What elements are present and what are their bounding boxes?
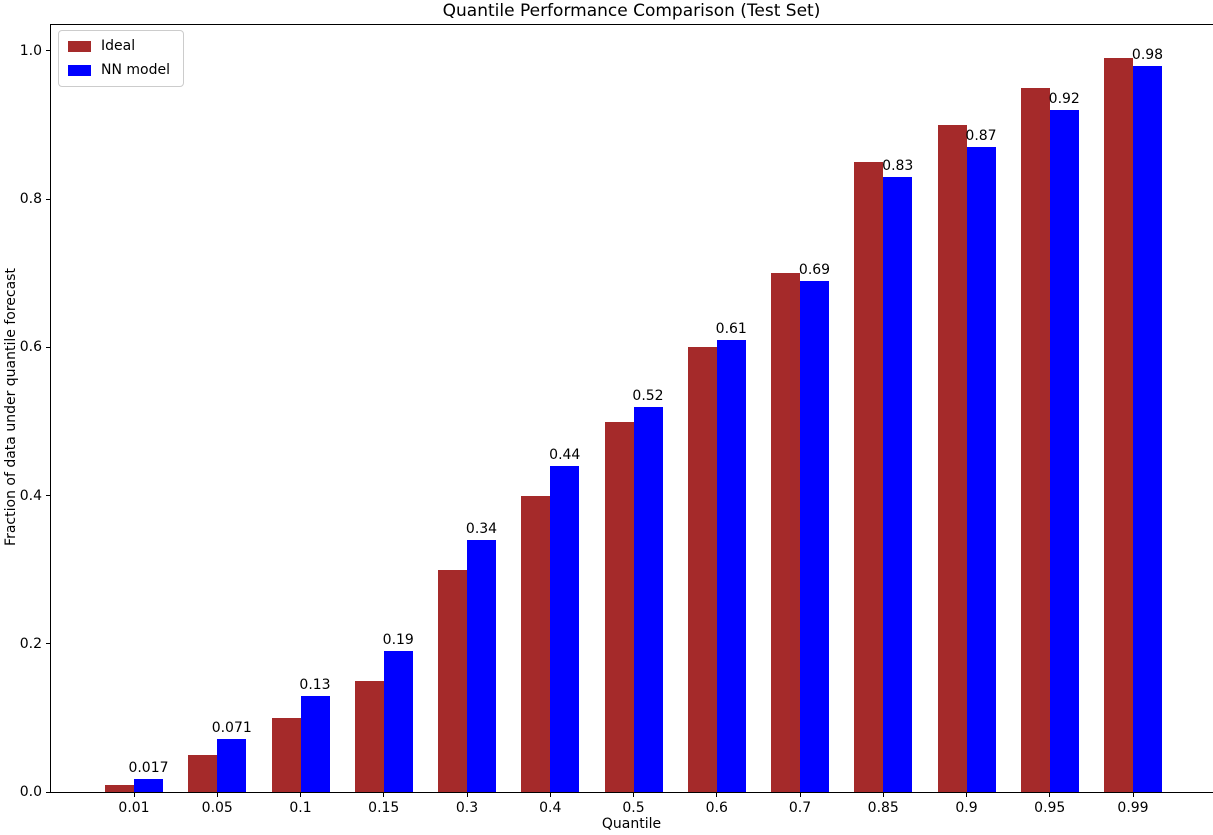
legend-swatch-nn-model: [68, 65, 91, 76]
plot-area: Ideal NN model 0.017 0.01 0.071 0.05 0.13 0.1…: [20, 24, 1213, 816]
bar-nn-model-0.15: [383, 651, 413, 792]
bar-ideal-0.1: [271, 717, 301, 792]
bar-nn-model-0.5: [633, 406, 663, 792]
y-tick-0.8: [46, 198, 50, 200]
bar-value-label-0.95: 0.92: [1048, 91, 1080, 108]
bar-value-label-0.15: 0.19: [382, 632, 414, 649]
y-tick-0.4: [46, 495, 50, 497]
y-tick-0.6: [46, 346, 50, 348]
x-tick-label-0.3: 0.3: [455, 800, 479, 816]
x-tick-0.85: [882, 793, 884, 797]
bar-ideal-0.99: [1104, 58, 1133, 792]
legend: Ideal NN model: [58, 30, 184, 87]
y-tick-0.0: [46, 791, 50, 793]
bar-ideal-0.5: [604, 421, 634, 792]
bar-value-label-0.5: 0.52: [632, 387, 664, 404]
y-tick-label-0.8: 0.8: [19, 191, 42, 208]
bar-ideal-0.3: [438, 569, 467, 792]
bar-value-label-0.9: 0.87: [965, 128, 997, 145]
bar-ideal-0.01: [105, 784, 134, 792]
bar-value-label-0.6: 0.61: [715, 321, 747, 337]
x-tick-0.3: [466, 793, 468, 797]
bar-ideal-0.4: [521, 495, 551, 792]
bar-nn-model-0.95: [1049, 110, 1079, 792]
bar-nn-model-0.3: [467, 540, 496, 792]
x-tick-label-0.9: 0.9: [955, 800, 978, 816]
legend-label-ideal: Ideal: [101, 38, 136, 54]
bar-ideal-0.85: [854, 162, 884, 792]
bar-nn-model-0.1: [300, 695, 330, 792]
bar-value-label-0.1: 0.13: [299, 676, 331, 693]
legend-swatch-ideal: [68, 41, 91, 52]
chart-title: Quantile Performance Comparison (Test Se…: [442, 1, 821, 21]
bar-nn-model-0.85: [883, 176, 913, 792]
x-tick-label-0.01: 0.01: [118, 800, 150, 816]
bar-value-label-0.85: 0.83: [882, 157, 914, 174]
x-tick-label-0.5: 0.5: [622, 800, 645, 816]
bar-nn-model-0.99: [1133, 65, 1162, 792]
legend-item-ideal: Ideal: [68, 39, 170, 54]
x-tick-0.9: [966, 793, 967, 797]
y-tick-label-0.0: 0.0: [19, 784, 42, 800]
x-tick-0.4: [549, 793, 551, 797]
x-tick-0.95: [1049, 793, 1051, 797]
y-tick-0.2: [46, 643, 50, 645]
bar-value-label-0.99: 0.98: [1131, 46, 1164, 63]
bar-value-label-0.3: 0.34: [465, 521, 498, 537]
x-tick-0.99: [1132, 793, 1134, 797]
y-axis-label: Fraction of data under quantile forecast: [3, 268, 19, 546]
bar-value-label-0.7: 0.69: [798, 261, 831, 278]
x-tick-label-0.99: 0.99: [1117, 800, 1149, 816]
legend-item-nn-model: NN model: [68, 63, 170, 78]
x-tick-0.1: [300, 793, 301, 797]
x-tick-0.7: [799, 793, 801, 797]
bar-nn-model-0.01: [134, 779, 163, 792]
x-tick-label-0.15: 0.15: [368, 800, 400, 816]
y-tick-label-0.2: 0.2: [19, 635, 42, 652]
bar-ideal-0.9: [937, 125, 967, 792]
bar-nn-model-0.05: [217, 739, 247, 792]
bar-nn-model-0.9: [966, 147, 996, 792]
bar-ideal-0.15: [354, 680, 384, 792]
x-tick-label-0.1: 0.1: [289, 800, 312, 816]
x-tick-0.5: [633, 793, 634, 797]
x-tick-0.05: [216, 793, 218, 797]
y-tick-label-0.6: 0.6: [19, 339, 42, 356]
bar-ideal-0.95: [1020, 88, 1050, 792]
bar-ideal-0.05: [188, 754, 218, 792]
x-tick-label-0.6: 0.6: [705, 800, 728, 816]
x-axis-label: Quantile: [601, 816, 662, 832]
bar-value-label-0.4: 0.44: [549, 446, 581, 463]
x-tick-label-0.4: 0.4: [539, 800, 562, 816]
bar-ideal-0.7: [771, 273, 800, 792]
bar-value-label-0.01: 0.017: [128, 760, 169, 777]
x-tick-label-0.7: 0.7: [788, 800, 812, 816]
x-tick-label-0.95: 0.95: [1034, 800, 1066, 816]
x-tick-label-0.05: 0.05: [201, 800, 233, 816]
bar-nn-model-0.6: [716, 340, 746, 792]
bar-nn-model-0.7: [800, 280, 829, 792]
x-tick-label-0.85: 0.85: [867, 800, 899, 816]
x-tick-0.6: [716, 793, 718, 797]
x-tick-0.15: [383, 793, 385, 797]
bar-nn-model-0.4: [550, 465, 580, 792]
bar-ideal-0.6: [687, 347, 717, 792]
legend-label-nn-model: NN model: [101, 62, 170, 78]
y-tick-label-1.0: 1.0: [19, 42, 42, 59]
y-tick-1.0: [46, 50, 50, 52]
bar-value-label-0.05: 0.071: [211, 720, 252, 737]
x-tick-0.01: [133, 793, 135, 797]
y-tick-label-0.4: 0.4: [19, 487, 42, 504]
